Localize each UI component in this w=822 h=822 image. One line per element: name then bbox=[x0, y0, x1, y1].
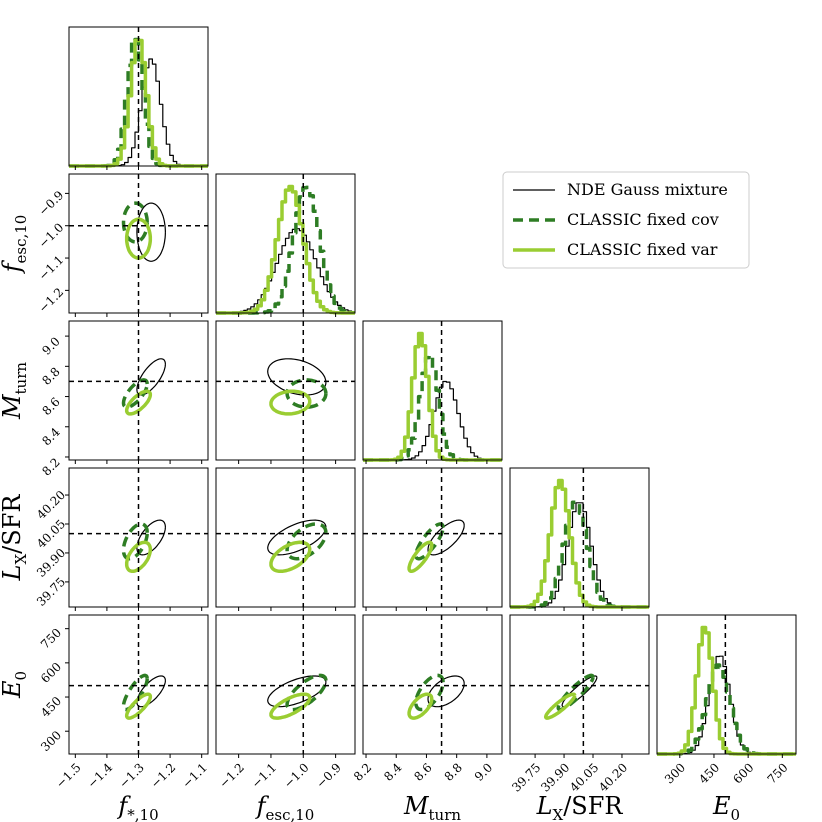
contour-mturn-lx-series-2 bbox=[407, 540, 434, 574]
contour-mturn-e0-series-2 bbox=[407, 692, 434, 720]
y-tick-label-lx-1: 39.90 bbox=[34, 546, 68, 580]
y-tick-label-lx-3: 40.20 bbox=[34, 488, 68, 522]
contour-fesc-e0-series-1 bbox=[285, 673, 328, 712]
contour-lx-e0-series-2 bbox=[543, 692, 577, 720]
contour-mturn-lx-series-1 bbox=[414, 522, 445, 561]
contour-fesc-lx-series-0 bbox=[267, 519, 327, 556]
panel-frame-3-1 bbox=[215, 467, 356, 608]
contour-fstar-fesc-series-1 bbox=[121, 201, 149, 244]
contour-fesc-lx-series-1 bbox=[285, 522, 328, 561]
y-tick-label-mturn-0: 8.2 bbox=[39, 455, 62, 478]
contour-fstar-fesc-series-2 bbox=[124, 217, 153, 260]
y-tick-label-mturn-2: 8.6 bbox=[39, 395, 62, 418]
panel-frame-4-1 bbox=[215, 614, 356, 755]
legend-box bbox=[502, 171, 750, 269]
hist-mturn-series-2 bbox=[363, 331, 502, 462]
contour-mturn-lx-series-0 bbox=[427, 519, 465, 556]
x-tick-label-fstar-4: −1.1 bbox=[180, 760, 211, 791]
y-tick-label-fesc-0: −1.2 bbox=[36, 285, 67, 316]
x-tick-label-lx-1: 39.90 bbox=[538, 760, 572, 794]
contour-fstar-lx-series-0 bbox=[136, 519, 166, 556]
y-tick-label-fesc-3: −0.9 bbox=[36, 188, 67, 219]
x-axis-label-lx: LX/SFR bbox=[536, 792, 624, 822]
contour-fesc-lx-series-2 bbox=[269, 540, 312, 574]
x-tick-label-fstar-2: −1.3 bbox=[116, 760, 147, 791]
contour-fstar-lx-series-1 bbox=[121, 522, 149, 561]
x-tick-label-fstar-3: −1.2 bbox=[148, 760, 179, 791]
contour-fstar-e0-series-2 bbox=[124, 692, 153, 720]
x-tick-label-fesc-1: −1.1 bbox=[249, 760, 280, 791]
y-tick-label-lx-0: 39.75 bbox=[34, 575, 68, 609]
y-tick-label-e0-3: 750 bbox=[38, 626, 64, 652]
y-tick-label-fesc-1: −1.1 bbox=[36, 253, 67, 284]
contour-fstar-fesc-series-0 bbox=[136, 202, 166, 262]
y-tick-label-fesc-2: −1.0 bbox=[36, 220, 67, 251]
x-axis-label-e0: E0 bbox=[712, 792, 740, 822]
y-tick-label-mturn-1: 8.4 bbox=[39, 425, 63, 449]
x-tick-label-fstar-0: −1.5 bbox=[53, 760, 84, 791]
x-tick-label-mturn-1: 8.4 bbox=[381, 760, 405, 784]
legend-label-1: CLASSIC fixed cov bbox=[567, 210, 719, 229]
x-tick-label-e0-3: 750 bbox=[765, 760, 791, 786]
x-tick-label-fesc-3: −0.9 bbox=[313, 760, 344, 791]
panel-frame-3-3 bbox=[509, 467, 650, 608]
hist-fesc-series-2 bbox=[216, 184, 355, 315]
hist-fesc-series-1 bbox=[216, 185, 355, 315]
x-tick-label-e0-2: 600 bbox=[730, 760, 756, 786]
x-tick-label-fstar-1: −1.4 bbox=[85, 760, 116, 791]
y-tick-label-e0-2: 600 bbox=[38, 660, 64, 686]
x-tick-label-mturn-0: 8.2 bbox=[351, 760, 374, 783]
y-axis-label-e0: E0 bbox=[0, 671, 30, 699]
contour-lx-e0-series-0 bbox=[561, 675, 598, 708]
legend-label-0: NDE Gauss mixture bbox=[567, 180, 728, 199]
legend-label-2: CLASSIC fixed var bbox=[567, 240, 718, 259]
y-tick-label-lx-2: 40.05 bbox=[34, 517, 68, 551]
x-axis-label-mturn: Mturn bbox=[403, 792, 461, 822]
contour-fesc-mturn-series-2 bbox=[269, 389, 312, 416]
contour-fstar-e0-series-1 bbox=[121, 673, 149, 712]
x-tick-label-lx-3: 40.20 bbox=[596, 760, 630, 794]
y-tick-label-mturn-3: 8.8 bbox=[39, 365, 62, 388]
y-tick-label-e0-0: 300 bbox=[38, 728, 64, 754]
x-tick-label-mturn-2: 8.6 bbox=[411, 760, 434, 783]
y-axis-label-fesc: fesc,10 bbox=[0, 215, 30, 275]
contour-fstar-mturn-series-0 bbox=[136, 358, 166, 396]
hist-e0-series-0 bbox=[657, 655, 796, 755]
panel-frame-2-2 bbox=[362, 320, 503, 461]
x-axis-label-fstar: f*,10 bbox=[116, 792, 158, 822]
x-tick-label-fesc-0: −1.2 bbox=[216, 760, 247, 791]
x-tick-label-lx-0: 39.75 bbox=[509, 760, 543, 794]
x-tick-label-lx-2: 40.05 bbox=[567, 760, 601, 794]
contour-fstar-lx-series-2 bbox=[124, 540, 153, 574]
x-tick-label-mturn-3: 8.8 bbox=[442, 760, 465, 783]
contour-fstar-mturn-series-1 bbox=[121, 378, 149, 409]
contour-lx-e0-series-1 bbox=[556, 673, 595, 712]
x-axis-label-fesc: fesc,10 bbox=[255, 792, 315, 822]
panel-frame-4-4 bbox=[656, 614, 797, 755]
panel-frame-4-2 bbox=[362, 614, 503, 755]
x-tick-label-mturn-4: 9.0 bbox=[472, 760, 495, 783]
contour-fesc-mturn-series-0 bbox=[267, 358, 327, 396]
y-tick-label-e0-1: 450 bbox=[38, 694, 64, 720]
contour-fesc-e0-series-2 bbox=[269, 692, 312, 720]
contour-fesc-e0-series-0 bbox=[267, 675, 327, 708]
y-axis-label-lx: LX/SFR bbox=[0, 494, 30, 582]
panel-frame-3-2 bbox=[362, 467, 503, 608]
x-tick-label-fesc-2: −1.0 bbox=[281, 760, 312, 791]
contour-mturn-e0-series-0 bbox=[427, 675, 465, 708]
y-axis-label-mturn: Mturn bbox=[0, 362, 30, 420]
y-tick-label-mturn-4: 9.0 bbox=[39, 334, 62, 357]
contour-fstar-mturn-series-2 bbox=[124, 389, 153, 416]
hist-lx-series-2 bbox=[510, 478, 649, 609]
panel-frame-1-1 bbox=[215, 173, 356, 314]
x-tick-label-e0-0: 300 bbox=[662, 760, 688, 786]
panel-frame-4-3 bbox=[509, 614, 650, 755]
hist-mturn-series-1 bbox=[363, 353, 502, 462]
panel-frame-2-1 bbox=[215, 320, 356, 461]
x-tick-label-e0-1: 450 bbox=[696, 760, 722, 786]
